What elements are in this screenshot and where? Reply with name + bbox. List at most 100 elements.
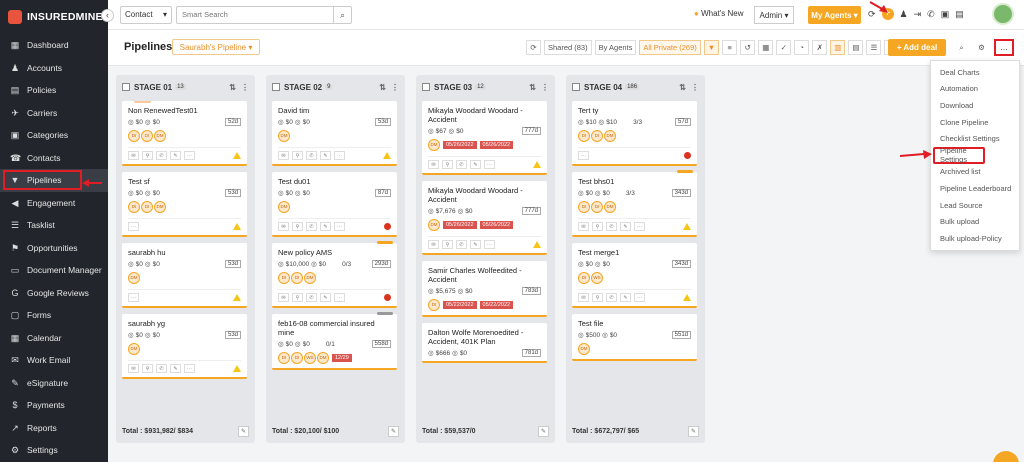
brand-logo[interactable]: INSUREDMINE (0, 0, 108, 34)
chat-icon[interactable]: ✎ (170, 364, 181, 373)
sidebar-item-calendar[interactable]: ▦ Calendar (0, 327, 108, 350)
sidebar-item-reports[interactable]: ↗ Reports (0, 417, 108, 440)
email-icon[interactable]: ✉ (278, 222, 289, 231)
assignee-avatar[interactable]: DI (128, 130, 140, 142)
assignee-avatar[interactable]: DM (278, 201, 290, 213)
menu-item-bulk-upload[interactable]: Bulk upload (940, 217, 980, 227)
clipboard-icon[interactable]: ▤ (955, 8, 964, 19)
email-icon[interactable]: ✉ (578, 293, 589, 302)
pin-icon[interactable]: ⚲ (592, 293, 603, 302)
export-icon[interactable]: ⇥ (913, 8, 922, 19)
pin-icon[interactable]: ⚲ (292, 151, 303, 160)
pipeline-select[interactable]: Saurabh's Pipeline ▾ (172, 39, 260, 55)
stage-menu-icon[interactable]: ⋮ (391, 82, 399, 92)
stage-menu-icon[interactable]: ⋮ (241, 82, 249, 92)
search-input[interactable] (177, 10, 333, 19)
more-icon[interactable]: ⋯ (484, 160, 495, 169)
chat-icon[interactable]: ✎ (320, 151, 331, 160)
refresh-icon[interactable]: ⟳ (526, 40, 541, 55)
email-icon[interactable]: ✉ (428, 160, 439, 169)
assignee-avatar[interactable]: DI (591, 130, 603, 142)
whats-new-link[interactable]: ● What's New (694, 9, 744, 18)
phone-icon[interactable]: ✆ (156, 364, 167, 373)
sidebar-item-google-reviews[interactable]: G Google Reviews (0, 282, 108, 305)
deal-name[interactable]: Mikayla Woodard Woodard - Accident (428, 186, 523, 204)
deal-name[interactable]: Test bhs01 (578, 177, 615, 186)
menu-item-bulk-upload-policy[interactable]: Bulk upload-Policy (940, 233, 1002, 243)
pin-icon[interactable]: ⚲ (442, 240, 453, 249)
sidebar-item-payments[interactable]: $ Payments (0, 394, 108, 417)
search-icon[interactable]: ⌕ (333, 6, 351, 23)
menu-item-automation[interactable]: Automation (940, 84, 978, 94)
chat-icon[interactable]: ✎ (470, 160, 481, 169)
menu-item-deal-charts[interactable]: Deal Charts (940, 67, 980, 77)
deal-card[interactable]: Samir Charles Wolfeedited - Accident ◎ $5,… (422, 261, 547, 317)
phone-icon[interactable]: ✆ (606, 293, 617, 302)
history-icon[interactable]: ↺ (740, 40, 756, 55)
assignee-avatar[interactable]: DI (428, 299, 440, 311)
user-add-icon[interactable]: ♟ (899, 8, 908, 19)
phone-icon[interactable]: ✆ (306, 293, 317, 302)
role-select[interactable]: Admin ▾ (754, 6, 794, 24)
pin-icon[interactable]: ⚲ (292, 293, 303, 302)
thumbs-down-icon[interactable]: ✗ (812, 40, 828, 55)
search-icon[interactable]: ⌕ (959, 42, 964, 52)
more-icon[interactable]: ⋯ (334, 151, 345, 160)
table-icon[interactable]: ▦ (758, 40, 774, 55)
assignee-avatar[interactable]: DI (141, 130, 153, 142)
sort-icon[interactable]: ⇅ (229, 82, 236, 92)
deal-name[interactable]: saurabh yg (128, 319, 166, 328)
list-view-icon[interactable]: ☰ (866, 40, 882, 55)
chat-icon[interactable]: ✎ (170, 151, 181, 160)
sidebar-item-contacts[interactable]: ☎ Contacts (0, 147, 108, 170)
more-icon[interactable]: ⋯ (578, 151, 589, 160)
deal-name[interactable]: Tert ty (578, 106, 599, 115)
sidebar-item-opportunities[interactable]: ⚑ Opportunities (0, 237, 108, 260)
assignee-avatar[interactable]: DM (428, 219, 440, 231)
search-filter-select[interactable]: Contact ▾ (120, 5, 172, 24)
phone-icon[interactable]: ✆ (156, 151, 167, 160)
shared-filter[interactable]: Shared (83) (544, 40, 592, 55)
deal-card[interactable]: Test merge1 ◎ $0 ◎ $0 343d DI WS ✉ ⚲ ✆ ✎ ⋯ (572, 243, 697, 308)
deal-name[interactable]: Non RenewedTest01 (128, 106, 198, 115)
menu-item-archived-list[interactable]: Archived list (940, 167, 981, 177)
deal-name[interactable]: saurabh hu (128, 248, 166, 257)
menu-item-pipeline-leaderboard[interactable]: Pipeline Leaderboard (940, 183, 1012, 193)
stage-checkbox[interactable] (122, 83, 130, 91)
phone-icon[interactable]: ✆ (456, 160, 467, 169)
user-avatar[interactable] (992, 3, 1014, 25)
stage-checkbox[interactable] (422, 83, 430, 91)
phone-icon[interactable]: ✆ (456, 240, 467, 249)
phone-icon[interactable]: ✆ (306, 151, 317, 160)
deal-card[interactable]: saurabh yg ◎ $0 ◎ $0 53d DM ✉ ⚲ ✆ ✎ ⋯ (122, 314, 247, 379)
more-icon[interactable]: ⋯ (334, 293, 345, 302)
sort-icon[interactable]: ⇅ (679, 82, 686, 92)
all-private-filter[interactable]: All Private (269) (639, 40, 701, 55)
add-deal-button[interactable]: + Add deal (888, 39, 946, 56)
by-agents-filter[interactable]: By Agents (594, 40, 637, 55)
email-icon[interactable]: ✉ (128, 151, 139, 160)
assignee-avatar[interactable]: DM (304, 272, 316, 284)
edit-icon[interactable]: ✎ (538, 426, 549, 437)
my-agents-button[interactable]: My Agents ▾ (808, 6, 861, 24)
assignee-avatar[interactable]: DI (128, 201, 140, 213)
sidebar-item-accounts[interactable]: ♟ Accounts (0, 57, 108, 80)
stage-checkbox[interactable] (572, 83, 580, 91)
deal-name[interactable]: Test sf (128, 177, 150, 186)
deal-name[interactable]: David tim (278, 106, 310, 115)
board-view-icon[interactable]: ▥ (830, 40, 846, 55)
chat-icon[interactable]: ✎ (620, 293, 631, 302)
deal-card[interactable]: Mikayla Woodard Woodard - Accident ◎ $7,67… (422, 181, 547, 255)
chat-fab-button[interactable] (993, 451, 1019, 462)
phone-icon[interactable]: ✆ (927, 8, 935, 19)
chat-icon[interactable]: ✎ (320, 293, 331, 302)
email-icon[interactable]: ✉ (428, 240, 439, 249)
deal-name[interactable]: Samir Charles Wolfeedited - Accident (428, 266, 522, 284)
deal-name[interactable]: New policy AMS (278, 248, 333, 257)
deal-name[interactable]: Test merge1 (578, 248, 620, 257)
assignee-avatar[interactable]: DM (604, 130, 616, 142)
stage-checkbox[interactable] (272, 83, 280, 91)
more-icon[interactable]: ⋯ (634, 222, 645, 231)
deal-card[interactable]: Tert ty ◎ $10 ◎ $10 3/3 57d DI DI DM ⋯ (572, 101, 697, 166)
